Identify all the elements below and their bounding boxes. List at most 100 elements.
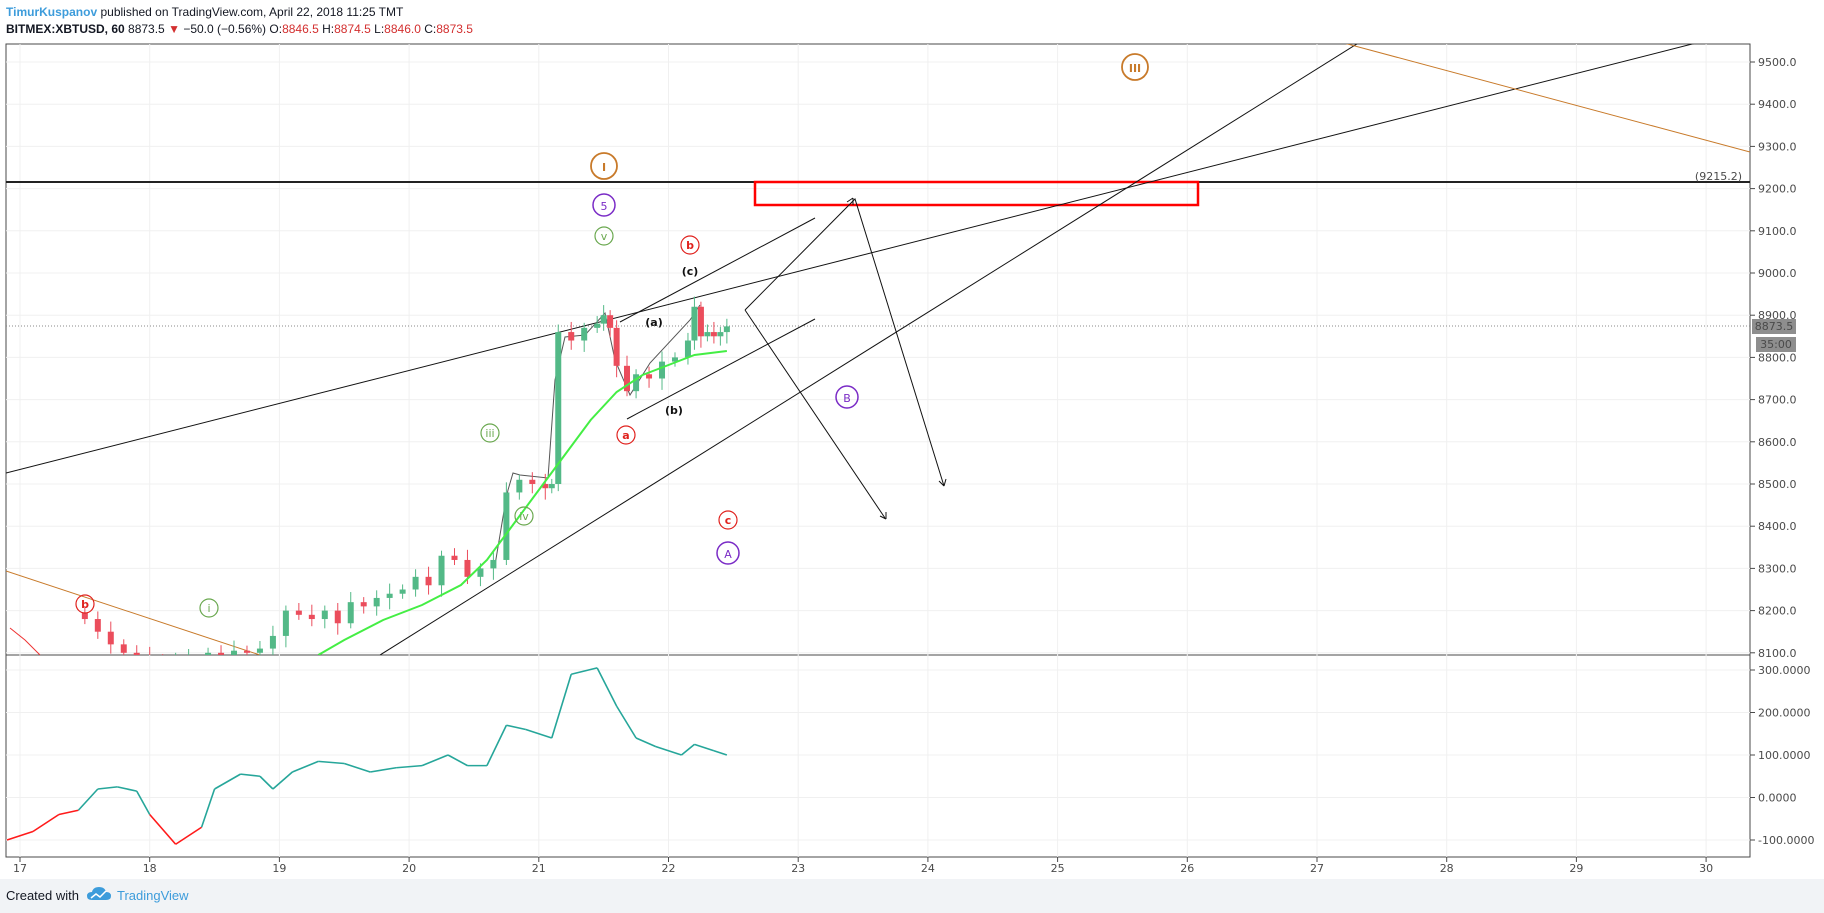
- candle: [269, 625, 276, 655]
- price-axis[interactable]: 9500.0 9400.0 9300.0 9200.0 9100.0 9000.0 8900…: [1750, 56, 1797, 660]
- publish-info: TimurKuspanov published on TradingView.c…: [6, 5, 403, 19]
- drawings: [6, 44, 1750, 655]
- author-link[interactable]: TimurKuspanov: [6, 5, 98, 19]
- wedge-lower: [626, 318, 816, 420]
- oscillator-line: [6, 667, 728, 845]
- oscillator-segment: [259, 775, 274, 790]
- wave-b-red-left: b: [75, 594, 95, 614]
- candle: [594, 316, 601, 333]
- price-tick-label: 8300.0: [1758, 562, 1797, 575]
- candle: [308, 604, 315, 627]
- last-price: 8873.5: [128, 22, 165, 36]
- oscillator-segment: [680, 743, 695, 756]
- time-tick-label: 20: [402, 862, 416, 875]
- candle: [581, 322, 588, 352]
- candle: [548, 478, 555, 494]
- wave-a-red: a: [616, 425, 636, 445]
- chart-canvas[interactable]: 9500.0 9400.0 9300.0 9200.0 9100.0 9000.0 8900…: [0, 0, 1824, 879]
- orange-trendline-left: [6, 570, 261, 655]
- moving-average-line: [317, 350, 727, 655]
- candle: [623, 355, 630, 397]
- candle: [360, 597, 367, 614]
- svg-text:b: b: [81, 598, 89, 611]
- countdown-tag-bg: [1756, 337, 1796, 352]
- candle: [529, 472, 536, 494]
- candle: [438, 550, 445, 597]
- price-pane[interactable]: [5, 43, 1751, 656]
- candle: [107, 621, 114, 654]
- osc-tick-label: 100.0000: [1758, 749, 1811, 762]
- candle: [503, 482, 510, 566]
- publish-text: published on TradingView.com, April 22, …: [100, 5, 404, 19]
- level-value-label: (9215.2): [1695, 170, 1742, 183]
- down-arrow-icon: ▼: [168, 22, 180, 36]
- high-label: H:: [322, 22, 335, 36]
- svg-text:a: a: [622, 429, 629, 442]
- oscillator-pane[interactable]: [5, 654, 1751, 858]
- tradingview-brand-link[interactable]: TradingView: [117, 888, 189, 903]
- created-with-text: Created with: [6, 888, 79, 903]
- svg-text:b: b: [686, 239, 694, 252]
- wave-A-label: A: [716, 541, 740, 565]
- oscillator-segment: [713, 749, 728, 756]
- red-ma-segment: [9, 627, 41, 655]
- price-tick-label: 8400.0: [1758, 520, 1797, 533]
- low-value: 8846.0: [384, 22, 421, 36]
- oscillator-segment: [655, 745, 682, 756]
- candle: [243, 645, 250, 655]
- oscillator-segment: [596, 667, 618, 707]
- time-axis[interactable]: 17 18 19 20 21 22 23 24 25 26 27 28 29 30: [13, 857, 1713, 875]
- time-tick-label: 21: [532, 862, 546, 875]
- wave-iv-label: iv: [514, 506, 534, 526]
- price-tick-label: 9200.0: [1758, 183, 1797, 196]
- time-tick-label: 17: [13, 862, 27, 875]
- oscillator-segment: [571, 667, 598, 676]
- candle: [205, 647, 212, 655]
- oscillator-axis[interactable]: 300.0000 200.0000 100.0000 0.0000 -100.0000: [1750, 664, 1814, 847]
- wave-I-label: I: [590, 152, 618, 180]
- price-tick-label: 9500.0: [1758, 56, 1797, 69]
- wave-i-label: i: [199, 598, 219, 618]
- time-tick-label: 23: [791, 862, 805, 875]
- candle: [542, 473, 549, 500]
- time-tick-label: 26: [1180, 862, 1194, 875]
- svg-text:c: c: [725, 514, 732, 527]
- osc-tick-label: -100.0000: [1758, 834, 1814, 847]
- candle: [710, 321, 717, 344]
- trendline-lower-channel: [6, 44, 1695, 474]
- wedge-upper: [619, 217, 816, 323]
- candle: [633, 369, 640, 399]
- candle: [120, 639, 127, 655]
- oscillator-segment: [200, 788, 216, 828]
- wave-b-red-top: b: [680, 235, 700, 255]
- candle: [671, 352, 678, 367]
- arrow-head-2: [938, 478, 947, 487]
- oscillator-segment: [525, 728, 553, 739]
- symbol-label: BITMEX:XBTUSD, 60: [6, 22, 125, 36]
- oscillator-segment: [175, 826, 203, 845]
- time-tick-label: 28: [1440, 862, 1454, 875]
- candle: [684, 332, 691, 365]
- oscillator-segment: [506, 724, 527, 731]
- svg-text:5: 5: [601, 200, 608, 213]
- price-change: −50.0 (−0.56%): [183, 22, 267, 36]
- oscillator-segment: [32, 813, 60, 833]
- oscillator-segment: [136, 790, 151, 815]
- oscillator-segment: [421, 754, 449, 767]
- arrow-head-3: [879, 512, 887, 520]
- time-tick-label: 18: [143, 862, 157, 875]
- candle: [256, 640, 263, 655]
- wave-v-label: v: [594, 226, 614, 246]
- price-tick-label: 8900.0: [1758, 309, 1797, 322]
- svg-text:i: i: [207, 602, 210, 615]
- candle: [149, 646, 151, 655]
- time-tick-label: 29: [1569, 862, 1583, 875]
- oscillator-segment: [272, 771, 293, 790]
- price-tick-label: 9400.0: [1758, 98, 1797, 111]
- candle: [282, 605, 289, 648]
- oscillator-segment: [149, 813, 177, 845]
- candle: [334, 603, 341, 635]
- candle: [425, 566, 432, 595]
- candle: [399, 584, 406, 599]
- svg-text:iv: iv: [519, 510, 529, 523]
